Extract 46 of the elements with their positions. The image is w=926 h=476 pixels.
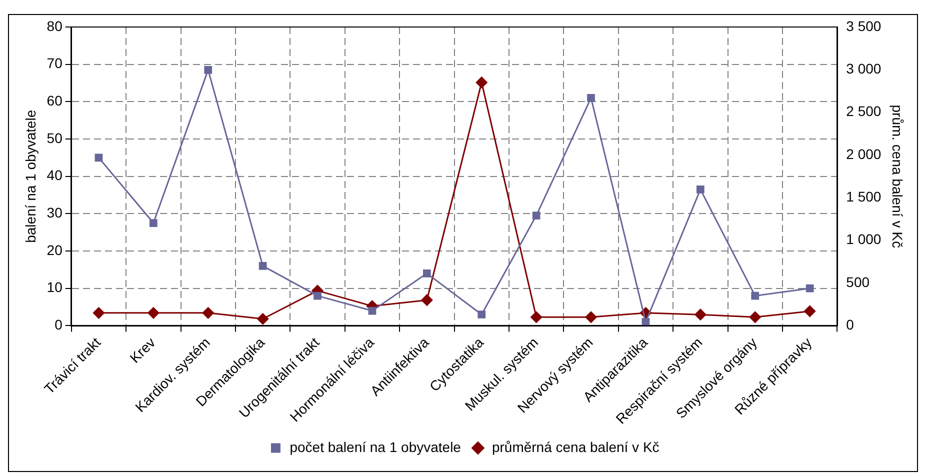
point: [368, 306, 376, 315]
point: [642, 318, 650, 326]
y2-tick-label: 500: [846, 274, 870, 290]
point: [694, 308, 706, 320]
y-tick-label: 0: [54, 316, 63, 333]
point: [421, 294, 433, 306]
y2-tick-label: 1 000: [846, 231, 882, 248]
point: [804, 305, 816, 317]
y2-tick-label: 2 000: [846, 146, 882, 162]
point: [204, 66, 212, 74]
legend-label: počet balení na 1 obyvatele: [290, 438, 462, 455]
y-axis-title: balení na 1 obyvatele: [22, 110, 38, 243]
point: [422, 269, 431, 278]
point: [257, 313, 269, 325]
y2-tick-label: 2 500: [846, 103, 882, 120]
point: [751, 292, 760, 300]
legend-label: průměrná cena balení v Kč: [492, 438, 660, 455]
y2-tick-label: 3 500: [846, 18, 882, 34]
point: [148, 307, 160, 319]
y-tick-label: 60: [46, 92, 63, 109]
y-tick-label: 70: [46, 55, 63, 72]
y2-tick-label: 0: [846, 316, 854, 333]
y2-tick-label: 3 000: [846, 60, 882, 77]
point: [476, 76, 488, 88]
point: [478, 310, 486, 318]
point: [749, 311, 761, 323]
point: [587, 94, 595, 102]
point: [585, 311, 597, 323]
y-tick-label: 10: [46, 279, 63, 296]
point: [532, 212, 540, 220]
y2-axis-title: prům. cena balení v Kč: [890, 104, 906, 248]
point: [92, 307, 104, 319]
point: [94, 154, 103, 162]
point: [530, 311, 542, 323]
point: [806, 284, 814, 292]
point: [314, 292, 322, 300]
y-tick-label: 80: [46, 18, 63, 34]
point: [258, 262, 267, 270]
y-tick-label: 50: [46, 130, 63, 146]
point: [149, 219, 158, 227]
y2-tick-label: 1 500: [846, 188, 882, 205]
point: [696, 185, 704, 194]
y-tick-label: 30: [46, 204, 63, 221]
point: [202, 307, 214, 319]
y-tick-label: 20: [46, 242, 63, 258]
y-tick-label: 40: [46, 167, 63, 184]
